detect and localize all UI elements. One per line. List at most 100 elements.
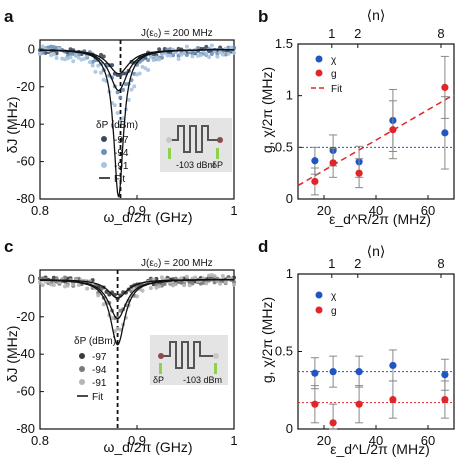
y-tick-label: -20 [16, 79, 35, 94]
legend-marker [101, 162, 107, 168]
data-point [182, 51, 187, 56]
ylabel-a: δJ (MHz) [4, 97, 20, 154]
data-point [146, 68, 151, 73]
drive-bar-icon [216, 148, 219, 159]
data-point [90, 63, 95, 68]
top-tick-label: 2 [354, 26, 361, 41]
y-tick-label: 0.5 [275, 344, 293, 359]
data-point [101, 302, 106, 307]
x-tick-label: 20 [317, 433, 331, 448]
data-point [311, 369, 319, 377]
data-point [74, 52, 79, 57]
data-point [157, 47, 162, 52]
top-axis-label-b: ⟨n⟩ [367, 7, 386, 23]
legend-a: δP (dBm) -97 -94 -91 Fit [96, 120, 138, 185]
ylabel-b: g, χ/2π (MHz) [259, 67, 275, 153]
data-point [209, 43, 214, 48]
legend-entry: Fit [331, 84, 342, 95]
legend-marker [315, 69, 323, 77]
x-tick-label: 0.9 [128, 203, 146, 218]
data-point [198, 53, 203, 58]
fit-curve [40, 49, 234, 198]
top-tick-label: 1 [328, 256, 335, 271]
data-point [71, 59, 76, 64]
data-point [193, 50, 198, 55]
data-point [40, 44, 45, 49]
panel-label-b: b [258, 7, 268, 26]
inset-label: -103 dBm [176, 160, 215, 170]
data-point [220, 274, 225, 279]
y-tick-label: -60 [16, 154, 35, 169]
data-point [329, 159, 337, 167]
legend-entry: -91 [114, 161, 129, 172]
legend-entry: -97 [114, 135, 129, 146]
legend-title-a: δP (dBm) [96, 120, 138, 131]
data-point [104, 289, 109, 294]
data-point [441, 371, 449, 379]
inset-c: δP -103 dBm [150, 335, 228, 385]
data-point [204, 281, 209, 286]
data-point [135, 294, 139, 299]
legend-entry: -94 [92, 365, 107, 376]
data-point [148, 286, 153, 291]
panel-a: J(ε₀) = 200 MHz δJ (MHz) ω_d/2π (GHz) 0.… [4, 28, 238, 225]
x-tick-label: 0.8 [31, 433, 49, 448]
data-point [389, 126, 397, 134]
data-point [57, 46, 62, 51]
legend-b: χ g Fit [311, 55, 342, 95]
resonator-icon [162, 341, 214, 369]
data-point [207, 55, 212, 60]
data-point [190, 54, 195, 59]
data-point [137, 71, 142, 76]
data-point [311, 400, 319, 408]
data-point [154, 55, 159, 60]
qubit-dot-icon [217, 137, 223, 143]
data-point [329, 419, 337, 427]
data-point [157, 57, 162, 62]
data-point [218, 281, 223, 286]
xlabel-c: ω_d/2π (GHz) [103, 439, 192, 455]
resonator-icon [170, 125, 218, 153]
data-point [38, 280, 42, 285]
data-point [82, 56, 87, 61]
legend-entry: g [331, 69, 337, 80]
data-point [118, 327, 123, 332]
data-point [115, 90, 120, 95]
y-tick-label: -20 [16, 309, 35, 324]
data-point [389, 361, 397, 370]
y-tick-label: -80 [16, 421, 35, 436]
legend-entry: Fit [114, 174, 125, 185]
qubit-dot-icon [166, 137, 172, 143]
xlabel-a: ω_d/2π (GHz) [103, 209, 192, 225]
panel-d: ⟨n⟩ g, χ/2π (MHz) ε_d^L/2π (MHz) χ g 20 4… [259, 243, 455, 457]
data-point [65, 283, 70, 288]
data-point [85, 286, 90, 291]
drive-bar-icon [159, 363, 162, 374]
x-tick-label: 40 [369, 433, 383, 448]
data-point [311, 157, 319, 165]
legend-entry: g [331, 306, 337, 317]
y-tick-label: -40 [16, 346, 35, 361]
y-tick-label: 1.5 [275, 36, 293, 51]
legend-entry: Fit [92, 392, 103, 403]
data-point [223, 280, 228, 285]
x-tick-label: 1 [230, 433, 237, 448]
y-tick-label: 0.5 [275, 139, 293, 154]
fit-line [297, 93, 455, 187]
inset-label: δP [212, 160, 223, 170]
y-tick-label: 1 [286, 88, 293, 103]
data-point [355, 169, 363, 177]
y-tick-label: 0 [28, 271, 35, 286]
plot-frame [297, 43, 455, 200]
qubit-dot-icon [213, 353, 219, 359]
top-tick-label: 8 [437, 26, 444, 41]
data-point [96, 63, 101, 68]
data-point [98, 70, 103, 75]
data-point [232, 282, 236, 287]
x-tick-label: 1 [230, 203, 237, 218]
legend-marker [315, 306, 323, 314]
x-tick-label: 60 [421, 433, 435, 448]
data-point [118, 119, 123, 124]
x-tick-label: 0.9 [128, 433, 146, 448]
legend-entry: χ [331, 291, 337, 302]
